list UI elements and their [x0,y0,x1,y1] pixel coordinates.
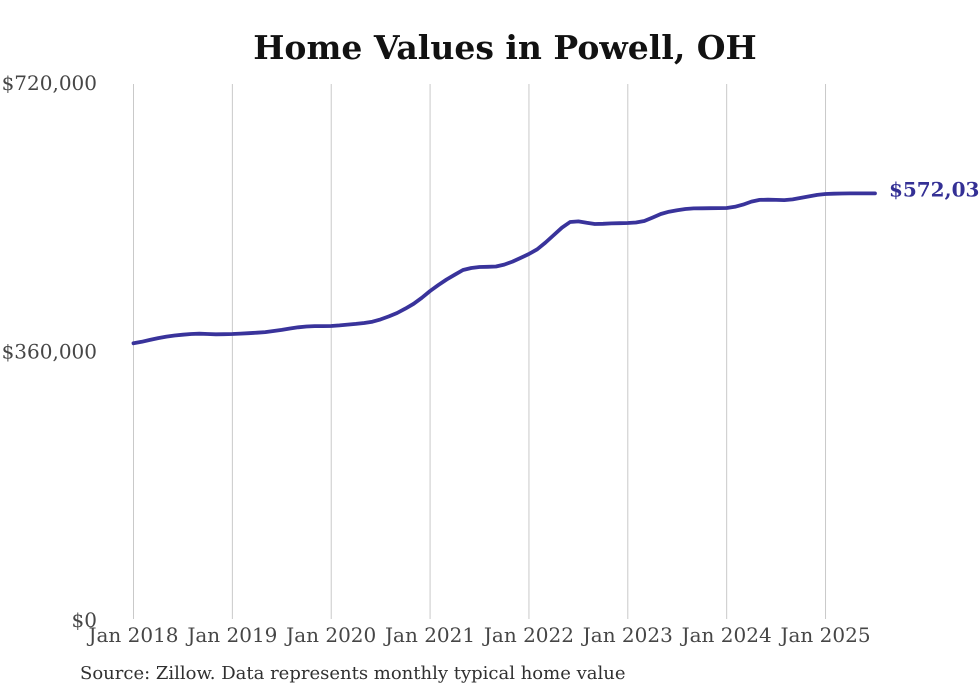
x-tick-label: Jan 2019 [185,623,277,647]
chart-title: Home Values in Powell, OH [253,28,757,67]
x-tick-label: Jan 2020 [284,623,376,647]
x-tick-label: Jan 2023 [581,623,673,647]
x-tick-label: Jan 2021 [383,623,475,647]
home-value-line [131,191,877,346]
x-tick-label: Jan 2025 [778,623,870,647]
x-tick-label: Jan 2018 [86,623,178,647]
y-tick-label: $360,000 [2,340,97,364]
y-tick-label: $0 [72,608,97,632]
x-tick-label: Jan 2022 [482,623,574,647]
end-value-label: $572,034 [889,177,980,201]
x-tick-label: Jan 2024 [680,623,772,647]
y-tick-label: $720,000 [2,71,97,95]
source-note: Source: Zillow. Data represents monthly … [80,663,626,684]
